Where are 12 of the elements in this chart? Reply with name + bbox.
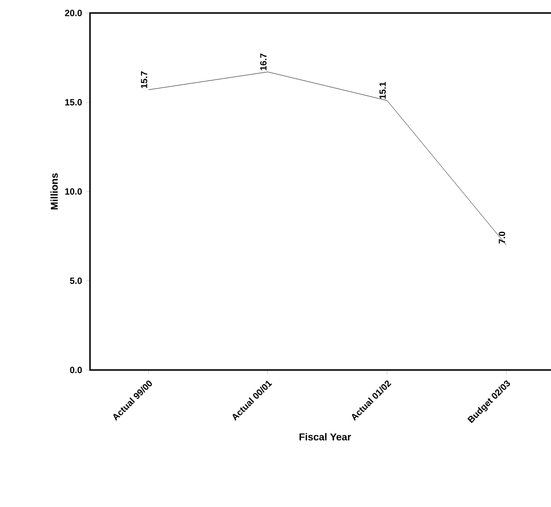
y-axis-title: Millions <box>50 173 58 210</box>
y-tick-label: 20.0 <box>65 10 82 16</box>
x-axis-title: Fiscal Year <box>300 433 351 440</box>
data-label: 15.7 <box>140 71 148 88</box>
y-tick-label: 5.0 <box>70 278 82 284</box>
y-tick-label: 10.0 <box>65 188 82 195</box>
y-tick-label: 0.0 <box>70 366 82 374</box>
line-series <box>148 72 507 246</box>
data-label: 15.1 <box>380 82 386 99</box>
data-label: 16.7 <box>260 54 267 70</box>
data-label: 7.0 <box>498 232 506 244</box>
y-tick-label: 15.0 <box>65 99 82 106</box>
